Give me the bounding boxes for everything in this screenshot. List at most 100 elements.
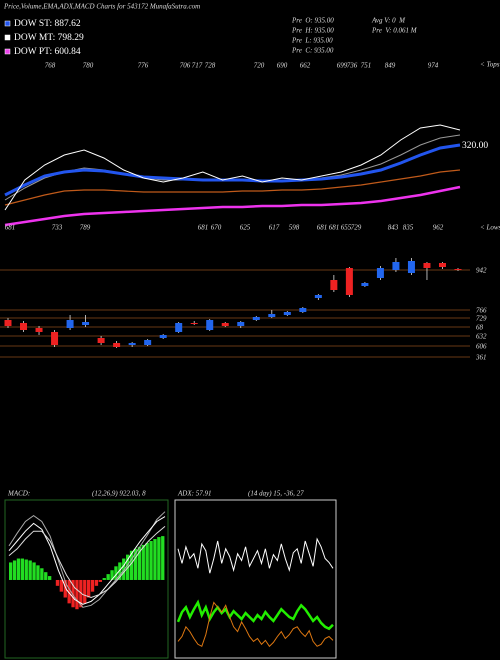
- candle-body: [175, 323, 183, 332]
- bottom-label: 843: [388, 224, 399, 232]
- histogram-bar: [24, 559, 28, 580]
- histogram-bar: [79, 579, 83, 608]
- candle-body: [82, 322, 90, 325]
- series-line: [4, 185, 461, 227]
- candle-body: [423, 263, 431, 268]
- histogram-bar: [94, 579, 99, 586]
- candle-body: [237, 322, 245, 326]
- histogram-bar: [90, 579, 95, 592]
- histogram-bar: [106, 574, 110, 580]
- legend-swatch: [4, 34, 11, 41]
- top-label: 699: [337, 62, 348, 70]
- candle-body: [438, 263, 446, 267]
- candle-body: [113, 343, 121, 347]
- series-line: [176, 599, 334, 631]
- histogram-bar: [114, 566, 118, 580]
- candle-body: [283, 312, 291, 315]
- top-label: 720: [254, 62, 265, 70]
- pre-low: Pre L: 935.00: [291, 37, 333, 45]
- top-label: 776: [138, 62, 149, 70]
- legend-swatch: [4, 48, 11, 55]
- histogram-bar: [137, 546, 142, 580]
- candle-body: [51, 332, 59, 345]
- candle-body: [128, 343, 136, 345]
- histogram-bar: [141, 544, 145, 580]
- histogram-bar: [48, 576, 52, 580]
- top-label: 849: [385, 62, 396, 70]
- candle-body: [330, 280, 338, 290]
- legend-label: DOW PT: 600.84: [14, 47, 81, 57]
- candle-body: [206, 320, 214, 330]
- macd-params: (12,26,9) 922.03, 8: [92, 490, 146, 498]
- histogram-bar: [133, 548, 138, 580]
- histogram-bar: [75, 579, 79, 610]
- adx-params: (14 day) 15, -36, 27: [248, 490, 304, 498]
- series-line: [4, 143, 461, 197]
- series-line: [8, 516, 166, 605]
- bottom-label: 681: [5, 224, 16, 232]
- histogram-bar: [161, 536, 165, 580]
- histogram-bar: [122, 558, 126, 580]
- bottom-label: 835: [403, 224, 414, 232]
- level-label: 606: [476, 343, 487, 351]
- candle-body: [454, 269, 462, 270]
- histogram-bar: [118, 562, 122, 580]
- histogram-bar: [157, 537, 161, 580]
- histogram-bar: [55, 579, 60, 586]
- page-title: Price,Volume,EMA,ADX,MACD Charts for 543…: [3, 3, 200, 11]
- candle-body: [97, 338, 105, 343]
- top-label: 751: [361, 62, 372, 70]
- lows-label: < Lows: [480, 224, 500, 232]
- histogram-bar: [59, 579, 64, 592]
- histogram-bar: [16, 558, 21, 580]
- last-value: 320.00: [462, 141, 488, 151]
- top-label: 706: [180, 62, 191, 70]
- histogram-bar: [9, 562, 13, 580]
- histogram-bar: [44, 572, 48, 580]
- bottom-label: 681: [329, 224, 340, 232]
- level-label: 942: [476, 267, 487, 275]
- level-label: 766: [476, 307, 487, 315]
- top-label: 768: [45, 62, 56, 70]
- series-line: [4, 124, 461, 211]
- histogram-bar: [110, 570, 114, 580]
- series-line: [177, 601, 334, 648]
- histogram-bar: [32, 562, 36, 580]
- top-label: 736: [347, 62, 358, 70]
- bottom-label: 681: [317, 224, 328, 232]
- top-label: 690: [277, 62, 288, 70]
- candle-body: [144, 340, 152, 345]
- histogram-bar: [12, 560, 17, 580]
- level-label: 729: [476, 315, 487, 323]
- bottom-label: 625: [240, 224, 251, 232]
- histogram-bar: [98, 579, 103, 582]
- bottom-label: 670: [211, 224, 222, 232]
- adx-panel: [174, 499, 337, 659]
- pre-close: Pre C: 935.00: [291, 47, 334, 55]
- tops-label: < Tops: [480, 61, 500, 69]
- series-line: [8, 511, 166, 608]
- bottom-label: 789: [80, 224, 91, 232]
- macd-title: MACD:: [7, 490, 30, 498]
- histogram-bar: [40, 568, 44, 580]
- adx-title: ADX: 57.91: [177, 490, 211, 498]
- avg-volume: Avg V: 0 M: [371, 17, 406, 25]
- candle-body: [4, 320, 12, 326]
- candle-body: [299, 308, 307, 312]
- pre-open: Pre O: 935.00: [291, 17, 334, 25]
- top-label: 728: [205, 62, 216, 70]
- candle-body: [268, 314, 276, 317]
- level-label: 361: [475, 354, 487, 362]
- series-line: [4, 169, 461, 206]
- bottom-label: 729: [351, 224, 362, 232]
- legend-label: DOW ST: 887.62: [14, 19, 81, 29]
- bottom-label: 655: [341, 224, 352, 232]
- candle-body: [221, 323, 229, 326]
- candle-body: [66, 320, 74, 328]
- histogram-bar: [71, 579, 75, 608]
- legend-label: DOW MT: 798.29: [14, 33, 84, 43]
- top-label: 662: [300, 62, 311, 70]
- histogram-bar: [20, 558, 25, 580]
- candle-body: [20, 323, 28, 330]
